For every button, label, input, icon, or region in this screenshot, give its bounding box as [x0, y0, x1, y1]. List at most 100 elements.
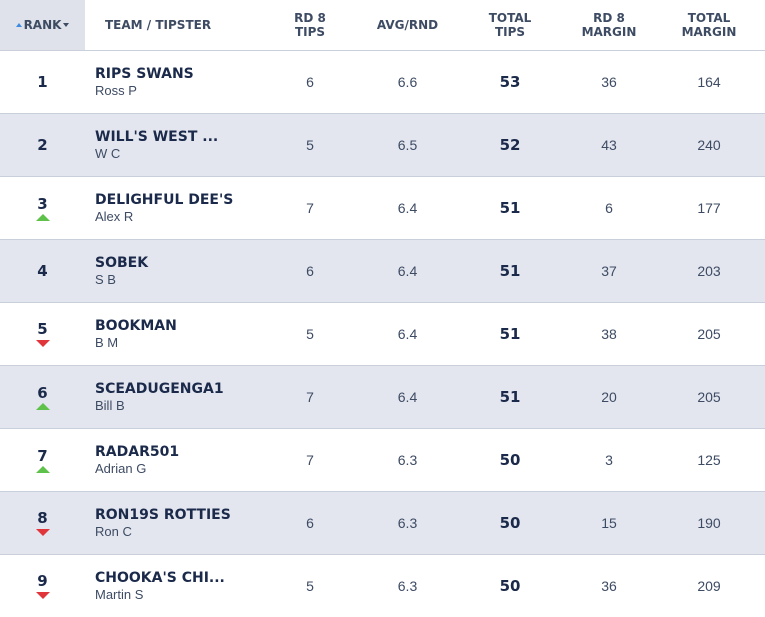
rank-number: 6	[37, 383, 48, 402]
team-name-link[interactable]: RON19S ROTTIES	[95, 506, 231, 523]
rd-tips-cell: 7	[306, 388, 314, 405]
rank-cell: 2	[0, 113, 85, 176]
avg-cell: 6.4	[397, 199, 418, 216]
rank-number: 9	[37, 572, 48, 591]
team-name-link[interactable]: BOOKMAN	[95, 317, 177, 334]
team-cell: RIPS SWANS Ross P	[85, 50, 260, 113]
rd-margin-cell: 6	[605, 199, 613, 216]
rd-margin-header-line1: RD 8	[593, 10, 625, 25]
total-tips-header-line1: TOTAL	[488, 10, 532, 25]
total-tips-header-line2: TIPS	[494, 24, 526, 39]
rank-sort-header[interactable]: RANK	[0, 0, 85, 50]
header-row: RANK TEAM / TIPSTER RD 8 TIPS AVG/RND TOT…	[0, 0, 765, 50]
table-row[interactable]: 4 SOBEK S B 6 6.4 51 37 203	[0, 239, 765, 302]
rd-tips-cell: 7	[306, 199, 314, 216]
rd-tips-cell: 6	[306, 73, 314, 90]
total-tips-cell: 51	[499, 198, 521, 217]
rank-number: 7	[37, 446, 48, 465]
rank-cell: 8	[0, 491, 85, 554]
table-row[interactable]: 9 CHOOKA'S CHI... Martin S 5 6.3 50 36 209	[0, 554, 765, 617]
rank-number: 5	[37, 320, 48, 338]
team-cell: CHOOKA'S CHI... Martin S	[85, 554, 260, 617]
team-cell: SCEADUGENGA1 Bill B	[85, 365, 260, 428]
total-margin-cell: 209	[697, 577, 721, 594]
avg-cell: 6.3	[397, 514, 418, 531]
team-cell: BOOKMAN B M	[85, 302, 260, 365]
total-tips-cell: 51	[499, 387, 521, 406]
table-row[interactable]: 8 RON19S ROTTIES Ron C 6 6.3 50 15 190	[0, 491, 765, 554]
team-name-link[interactable]: WILL'S WEST ...	[95, 128, 219, 145]
rank-cell: 3	[0, 176, 85, 239]
tipster-name: Ron C	[95, 523, 132, 539]
total-margin-cell: 164	[697, 73, 721, 90]
sort-desc-icon	[63, 22, 70, 27]
table-row[interactable]: 5 BOOKMAN B M 5 6.4 51 38 205	[0, 302, 765, 365]
table-row[interactable]: 7 RADAR501 Adrian G 7 6.3 50 3 125	[0, 428, 765, 491]
rd-tips-header-line2: TIPS	[294, 24, 326, 39]
team-name-link[interactable]: RIPS SWANS	[95, 65, 194, 82]
rd-margin-cell: 38	[601, 325, 617, 342]
rd-tips-cell: 6	[306, 262, 314, 279]
rank-cell: 4	[0, 239, 85, 302]
avg-cell: 6.3	[397, 577, 418, 594]
tipster-name: Adrian G	[95, 460, 147, 476]
team-cell: WILL'S WEST ... W C	[85, 113, 260, 176]
avg-cell: 6.3	[397, 451, 418, 468]
team-name-link[interactable]: SOBEK	[95, 254, 149, 271]
rank-cell: 5	[0, 302, 85, 365]
total-tips-cell: 50	[499, 513, 521, 532]
avg-header-label: AVG/RND	[376, 17, 439, 32]
rd-tips-header[interactable]: RD 8 TIPS	[260, 0, 360, 50]
total-tips-cell: 51	[499, 324, 521, 343]
tipster-name: B M	[95, 334, 119, 350]
rank-cell: 9	[0, 554, 85, 617]
sort-asc-icon	[15, 22, 22, 27]
rd-margin-cell: 3	[605, 451, 613, 468]
rank-down-icon	[35, 340, 50, 347]
total-tips-header[interactable]: TOTAL TIPS	[455, 0, 565, 50]
rd-margin-cell: 20	[601, 388, 617, 405]
table-row[interactable]: 3 DELIGHFUL DEE'S Alex R 7 6.4 51 6 177	[0, 176, 765, 239]
leaderboard-body: 1 RIPS SWANS Ross P 6 6.6 53 36 164 2 WILL'S WEST…	[0, 50, 765, 617]
rank-number: 2	[37, 135, 48, 154]
team-name-link[interactable]: SCEADUGENGA1	[95, 380, 224, 397]
rd-margin-cell: 43	[601, 136, 617, 153]
rank-cell: 6	[0, 365, 85, 428]
rd-margin-header-line2: MARGIN	[581, 24, 637, 39]
table-row[interactable]: 6 SCEADUGENGA1 Bill B 7 6.4 51 20 205	[0, 365, 765, 428]
total-tips-cell: 51	[499, 261, 521, 280]
avg-cell: 6.5	[397, 136, 418, 153]
rd-margin-cell: 15	[601, 514, 617, 531]
rank-up-icon	[35, 213, 50, 221]
rd-margin-cell: 36	[601, 73, 617, 90]
rd-margin-header[interactable]: RD 8 MARGIN	[565, 0, 653, 50]
total-margin-cell: 125	[697, 451, 721, 468]
team-cell: SOBEK S B	[85, 239, 260, 302]
total-margin-cell: 205	[697, 325, 721, 342]
total-margin-cell: 177	[697, 199, 721, 216]
rd-margin-cell: 37	[601, 262, 617, 279]
tipster-name: Alex R	[95, 208, 134, 224]
team-header[interactable]: TEAM / TIPSTER	[85, 0, 260, 50]
total-margin-header[interactable]: TOTAL MARGIN	[653, 0, 765, 50]
table-row[interactable]: 1 RIPS SWANS Ross P 6 6.6 53 36 164	[0, 50, 765, 113]
team-name-link[interactable]: RADAR501	[95, 443, 180, 460]
team-name-link[interactable]: DELIGHFUL DEE'S	[95, 191, 234, 208]
total-margin-cell: 190	[697, 514, 721, 531]
rd-tips-cell: 7	[306, 451, 314, 468]
total-margin-header-line1: TOTAL	[687, 10, 731, 25]
rank-cell: 1	[0, 50, 85, 113]
total-tips-cell: 50	[499, 576, 521, 595]
rank-header-label: RANK	[23, 17, 62, 32]
rd-margin-cell: 36	[601, 577, 617, 594]
avg-cell: 6.6	[397, 73, 418, 90]
total-tips-cell: 53	[499, 72, 521, 91]
avg-header[interactable]: AVG/RND	[360, 0, 455, 50]
team-cell: RON19S ROTTIES Ron C	[85, 491, 260, 554]
tipster-name: Bill B	[95, 397, 125, 413]
tipster-name: Ross P	[95, 82, 137, 98]
team-name-link[interactable]: CHOOKA'S CHI...	[95, 569, 225, 586]
table-row[interactable]: 2 WILL'S WEST ... W C 5 6.5 52 43 240	[0, 113, 765, 176]
total-margin-cell: 203	[697, 262, 721, 279]
total-tips-cell: 50	[499, 450, 521, 469]
